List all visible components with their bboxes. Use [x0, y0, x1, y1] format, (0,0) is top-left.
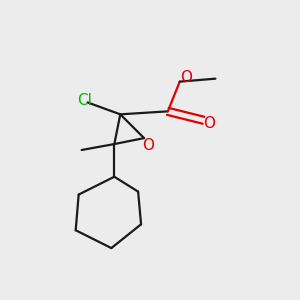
Text: O: O — [180, 70, 192, 85]
Text: O: O — [203, 116, 215, 131]
Text: Cl: Cl — [77, 94, 92, 109]
Text: O: O — [142, 138, 154, 153]
